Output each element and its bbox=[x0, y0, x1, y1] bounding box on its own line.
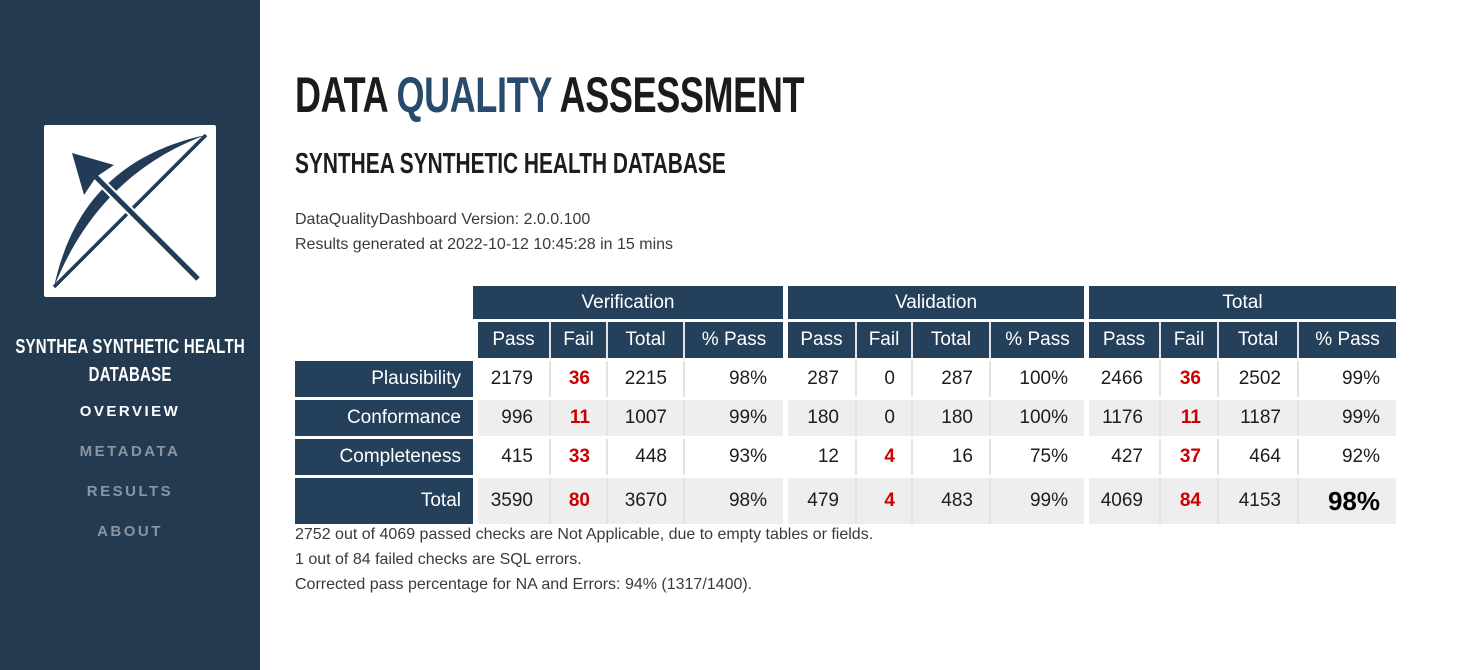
summary-table: Verification Validation Total Pass Fail Total… bbox=[295, 283, 1396, 527]
footnote-na: 2752 out of 4069 passed checks are Not A… bbox=[295, 526, 874, 543]
sidebar-item-overview[interactable]: OVERVIEW bbox=[79, 403, 181, 420]
page-title-part2: ASSESSMENT bbox=[551, 67, 805, 123]
table-corner bbox=[295, 286, 473, 319]
sidebar-item-metadata[interactable]: METADATA bbox=[79, 443, 181, 460]
page-title-accent: QUALITY bbox=[396, 67, 552, 123]
column-header-fail: Fail bbox=[855, 322, 911, 358]
column-header-pct-pass: % Pass bbox=[683, 322, 783, 358]
sidebar-nav: OVERVIEW METADATA RESULTS ABOUT bbox=[0, 404, 260, 564]
table-cell: 464 bbox=[1217, 439, 1297, 475]
table-cell: 98% bbox=[683, 361, 783, 397]
column-header-total: Total bbox=[606, 322, 683, 358]
sidebar-item-results[interactable]: RESULTS bbox=[86, 483, 174, 500]
table-cell: 415 bbox=[473, 439, 549, 475]
column-header-pct-pass: % Pass bbox=[989, 322, 1084, 358]
table-cell: 2215 bbox=[606, 361, 683, 397]
table-cell: 99% bbox=[1297, 400, 1396, 436]
page-title-part1: DATA bbox=[295, 67, 397, 123]
table-cell: 98% bbox=[683, 478, 783, 524]
page-subtitle: SYNTHEA SYNTHETIC HEALTH DATABASE bbox=[295, 148, 726, 180]
table-cell: 4 bbox=[855, 478, 911, 524]
page-title: DATA QUALITY ASSESSMENT bbox=[295, 66, 1002, 124]
table-cell: 99% bbox=[683, 400, 783, 436]
column-group-header-verification: Verification bbox=[473, 286, 783, 319]
sidebar: SYNTHEA SYNTHETIC HEALTH DATABASE OVERVI… bbox=[0, 0, 260, 670]
table-cell: 98% bbox=[1297, 478, 1396, 524]
column-header-pass: Pass bbox=[783, 322, 855, 358]
row-label: Plausibility bbox=[295, 361, 473, 397]
table-cell: 75% bbox=[989, 439, 1084, 475]
column-group-header-validation: Validation bbox=[783, 286, 1084, 319]
table-cell: 1176 bbox=[1084, 400, 1159, 436]
column-header-pass: Pass bbox=[473, 322, 549, 358]
table-cell: 93% bbox=[683, 439, 783, 475]
table-cell: 12 bbox=[783, 439, 855, 475]
table-cell: 33 bbox=[549, 439, 606, 475]
footnote-sql-errors: 1 out of 84 failed checks are SQL errors… bbox=[295, 551, 582, 568]
table-cell: 1007 bbox=[606, 400, 683, 436]
sidebar-item-about[interactable]: ABOUT bbox=[97, 523, 163, 540]
column-header-total: Total bbox=[1217, 322, 1297, 358]
table-cell: 80 bbox=[549, 478, 606, 524]
table-cell: 180 bbox=[911, 400, 989, 436]
table-cell: 4153 bbox=[1217, 478, 1297, 524]
column-header-fail: Fail bbox=[549, 322, 606, 358]
table-row-conformance: Conformance 996 11 1007 99% 180 0 180 100% 1176 11… bbox=[295, 400, 1396, 436]
table-cell: 3590 bbox=[473, 478, 549, 524]
main-content: DATA QUALITY ASSESSMENT SYNTHEA SYNTHETI… bbox=[260, 0, 1477, 670]
sidebar-database-title: SYNTHEA SYNTHETIC HEALTH DATABASE bbox=[15, 336, 245, 386]
row-label: Total bbox=[295, 478, 473, 524]
row-label: Conformance bbox=[295, 400, 473, 436]
dqd-bow-arrow-logo-icon bbox=[44, 125, 216, 297]
summary-table-wrap: Verification Validation Total Pass Fail Total… bbox=[295, 283, 1396, 527]
table-cell: 84 bbox=[1159, 478, 1217, 524]
table-row-total: Total 3590 80 3670 98% 479 4 483 99% 4069 84 4153 98… bbox=[295, 478, 1396, 524]
table-cell: 0 bbox=[855, 400, 911, 436]
footnotes: 2752 out of 4069 passed checks are Not A… bbox=[295, 522, 873, 597]
table-cell: 2179 bbox=[473, 361, 549, 397]
table-cell: 11 bbox=[1159, 400, 1217, 436]
table-cell: 16 bbox=[911, 439, 989, 475]
table-cell: 4 bbox=[855, 439, 911, 475]
table-cell: 3670 bbox=[606, 478, 683, 524]
table-cell: 479 bbox=[783, 478, 855, 524]
table-cell: 1187 bbox=[1217, 400, 1297, 436]
column-header-total: Total bbox=[911, 322, 989, 358]
column-header-pct-pass: % Pass bbox=[1297, 322, 1396, 358]
footnote-corrected-pct: Corrected pass percentage for NA and Err… bbox=[295, 576, 753, 593]
table-cell: 11 bbox=[549, 400, 606, 436]
table-cell: 427 bbox=[1084, 439, 1159, 475]
table-cell: 180 bbox=[783, 400, 855, 436]
table-cell: 36 bbox=[549, 361, 606, 397]
column-header-fail: Fail bbox=[1159, 322, 1217, 358]
table-cell: 2466 bbox=[1084, 361, 1159, 397]
table-cell: 287 bbox=[911, 361, 989, 397]
table-cell: 99% bbox=[989, 478, 1084, 524]
table-cell: 287 bbox=[783, 361, 855, 397]
table-cell: 483 bbox=[911, 478, 989, 524]
table-cell: 4069 bbox=[1084, 478, 1159, 524]
table-cell: 37 bbox=[1159, 439, 1217, 475]
table-cell: 996 bbox=[473, 400, 549, 436]
table-corner bbox=[295, 322, 473, 358]
generated-line: Results generated at 2022-10-12 10:45:28… bbox=[295, 236, 674, 253]
table-cell: 0 bbox=[855, 361, 911, 397]
version-line: DataQualityDashboard Version: 2.0.0.100 bbox=[295, 211, 591, 228]
table-row-plausibility: Plausibility 2179 36 2215 98% 287 0 287 100% 2466… bbox=[295, 361, 1396, 397]
table-cell: 36 bbox=[1159, 361, 1217, 397]
table-cell: 100% bbox=[989, 361, 1084, 397]
table-cell: 99% bbox=[1297, 361, 1396, 397]
table-cell: 100% bbox=[989, 400, 1084, 436]
column-header-pass: Pass bbox=[1084, 322, 1159, 358]
table-cell: 2502 bbox=[1217, 361, 1297, 397]
column-group-header-total: Total bbox=[1084, 286, 1396, 319]
row-label: Completeness bbox=[295, 439, 473, 475]
table-cell: 92% bbox=[1297, 439, 1396, 475]
table-row-completeness: Completeness 415 33 448 93% 12 4 16 75% 427 37 464 9… bbox=[295, 439, 1396, 475]
table-cell: 448 bbox=[606, 439, 683, 475]
metadata-block: DataQualityDashboard Version: 2.0.0.100 … bbox=[295, 207, 673, 257]
